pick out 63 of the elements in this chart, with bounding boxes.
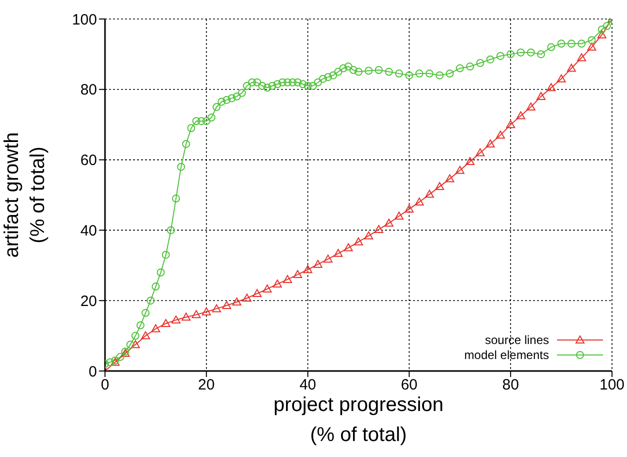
- point: [404, 204, 414, 213]
- point: [394, 212, 404, 220]
- y-tick-label: 20: [80, 292, 97, 310]
- point: [566, 64, 576, 72]
- point: [486, 139, 495, 148]
- point: [374, 224, 384, 233]
- x-tick-label: 0: [100, 376, 110, 394]
- point: [252, 289, 262, 298]
- x-tick-label: 80: [502, 376, 519, 394]
- y-tick-label: 40: [80, 222, 97, 240]
- point: [171, 315, 180, 324]
- point: [232, 298, 242, 306]
- point: [476, 148, 485, 156]
- point: [577, 53, 586, 62]
- point: [192, 310, 201, 318]
- point: [283, 274, 292, 283]
- point: [546, 83, 556, 92]
- point: [334, 248, 343, 257]
- x-axis-title: project progression (% of total): [273, 394, 444, 446]
- point: [414, 198, 424, 206]
- y-tick-label: 60: [80, 152, 97, 170]
- point: [313, 260, 322, 268]
- point: [222, 301, 232, 310]
- point: [424, 190, 434, 198]
- point: [455, 166, 464, 174]
- point: [536, 92, 546, 100]
- y-tick-label: 0: [88, 363, 97, 380]
- point: [182, 312, 191, 321]
- point: [202, 307, 211, 316]
- point: [496, 130, 505, 139]
- point: [141, 331, 150, 340]
- point: [587, 42, 596, 51]
- y-axis-title: artifact growth (% of total): [1, 132, 49, 258]
- point: [354, 237, 363, 246]
- point: [161, 318, 170, 327]
- point: [384, 218, 394, 227]
- point: [293, 270, 302, 278]
- point: [556, 74, 566, 82]
- point: [466, 157, 475, 166]
- point: [344, 243, 353, 252]
- point: [364, 231, 374, 240]
- point: [324, 254, 333, 263]
- point: [272, 280, 282, 288]
- x-tick-label: 20: [198, 376, 215, 394]
- x-tick-label: 100: [599, 376, 625, 394]
- point: [445, 174, 454, 182]
- x-tick-label: 40: [299, 376, 316, 394]
- point: [597, 30, 606, 38]
- point: [262, 284, 272, 292]
- point: [242, 294, 252, 302]
- legend-label: model elements: [464, 348, 549, 362]
- point: [435, 182, 444, 190]
- point: [151, 324, 160, 332]
- point: [212, 304, 222, 312]
- x-tick-label: 60: [400, 376, 418, 394]
- point: [303, 265, 312, 274]
- legend-label: source lines: [484, 332, 549, 346]
- y-tick-label: 80: [80, 82, 97, 99]
- point: [526, 102, 536, 110]
- y-tick-label: 100: [72, 11, 97, 28]
- point: [506, 120, 516, 128]
- point: [516, 111, 526, 120]
- point: [130, 340, 140, 348]
